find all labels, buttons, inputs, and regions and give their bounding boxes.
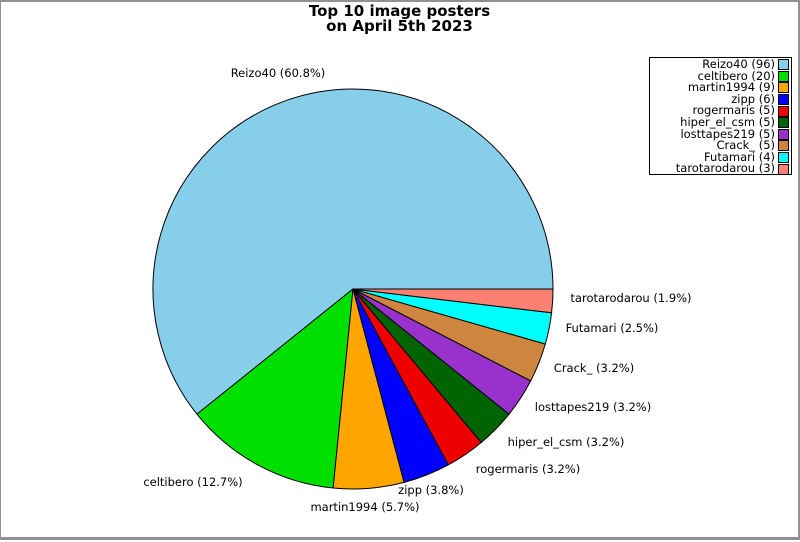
legend-swatch-losttapes219 <box>778 128 789 140</box>
legend-label-crack: Crack_ (5) <box>716 138 775 153</box>
legend-row-celtibero: celtibero (20) <box>652 68 789 83</box>
slice-label-rogermaris: rogermaris (3.2%) <box>476 462 580 476</box>
legend-row-reizo40: Reizo40 (96) <box>652 57 789 71</box>
legend-swatch-hiper-el-csm <box>778 117 789 129</box>
legend-row-zipp: zipp (6) <box>652 91 789 106</box>
legend-swatch-celtibero <box>778 70 789 82</box>
legend-row-rogermaris: rogermaris (5) <box>652 105 789 117</box>
legend: Reizo40 (96) celtibero (20) martin1994 (9)… <box>649 57 792 175</box>
legend-swatch-crack <box>778 140 789 152</box>
legend-swatch-reizo40 <box>778 59 789 71</box>
legend-swatch-futamari <box>778 152 789 164</box>
chart-title: Top 10 image posters on April 5th 2023 <box>1 4 798 33</box>
slice-label-futamari: Futamari (2.5%) <box>566 321 659 335</box>
legend-row-martin1994: martin1994 (9) <box>652 82 789 94</box>
legend-label-celtibero: celtibero (20) <box>697 68 775 83</box>
legend-row-crack: Crack_ (5) <box>652 140 789 152</box>
slice-label-reizo40: Reizo40 (60.8%) <box>231 66 326 80</box>
legend-row-futamari: Futamari (4) <box>652 149 789 164</box>
slice-label-crack: Crack_ (3.2%) <box>554 361 634 375</box>
legend-label-tarotarodarou: tarotarodarou (3) <box>675 161 775 176</box>
legend-label-futamari: Futamari (4) <box>704 149 775 164</box>
slice-label-hiper-el-csm: hiper_el_csm (3.2%) <box>508 435 625 449</box>
pie-slice-celtibero <box>196 287 354 489</box>
slice-label-losttapes219: losttapes219 (3.2%) <box>535 400 651 414</box>
chart-title-line1: Top 10 image posters <box>308 2 491 20</box>
legend-swatch-tarotarodarou <box>778 163 789 175</box>
slice-label-tarotarodarou: tarotarodarou (1.9%) <box>570 291 691 305</box>
legend-label-losttapes219: losttapes219 (5) <box>680 126 775 141</box>
legend-row-tarotarodarou: tarotarodarou (3) <box>652 163 789 175</box>
legend-label-zipp: zipp (6) <box>731 91 775 106</box>
legend-row-losttapes219: losttapes219 (5) <box>652 126 789 141</box>
legend-row-hiper-el-csm: hiper_el_csm (5) <box>652 114 789 129</box>
slice-label-martin1994: martin1994 (5.7%) <box>310 500 419 514</box>
legend-label-reizo40: Reizo40 (96) <box>702 57 775 71</box>
legend-swatch-rogermaris <box>778 105 789 117</box>
legend-label-martin1994: martin1994 (9) <box>687 80 775 95</box>
pie-slice-tarotarodarou <box>352 288 554 314</box>
pie-slice-reizo40 <box>152 88 554 415</box>
chart-title-line2: on April 5th 2023 <box>326 16 473 35</box>
legend-label-rogermaris: rogermaris (5) <box>692 103 775 118</box>
slice-label-zipp: zipp (3.8%) <box>398 483 464 497</box>
legend-swatch-zipp <box>778 94 789 106</box>
slice-label-celtibero: celtibero (12.7%) <box>143 475 242 489</box>
legend-label-hiper-el-csm: hiper_el_csm (5) <box>680 114 775 129</box>
legend-swatch-martin1994 <box>778 82 789 94</box>
